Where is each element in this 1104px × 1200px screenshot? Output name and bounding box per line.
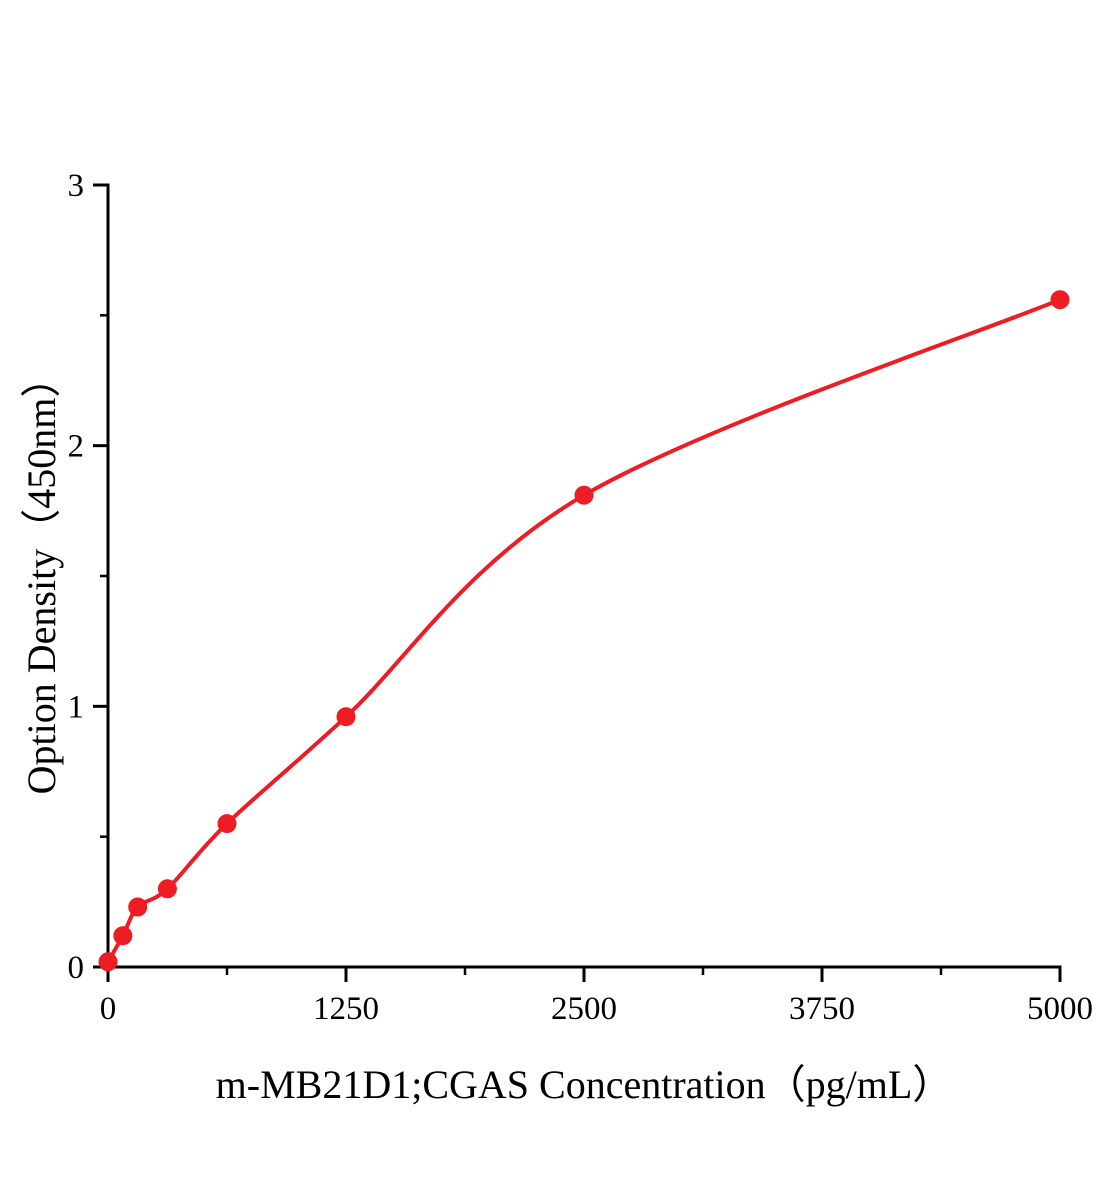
fitted-curve — [106, 297, 1062, 964]
y-tick-label: 0 — [68, 950, 85, 986]
data-point — [128, 897, 148, 917]
x-tick-label: 2500 — [551, 991, 617, 1027]
y-tick-label: 3 — [68, 168, 85, 204]
x-tick-label: 5000 — [1027, 991, 1093, 1027]
x-tick-label: 3750 — [789, 991, 855, 1027]
x-tick-label: 0 — [100, 991, 117, 1027]
y-tick-label: 2 — [68, 429, 85, 465]
data-point — [217, 814, 237, 834]
y-tick-label: 1 — [68, 689, 85, 725]
x-axis-title: m-MB21D1;CGAS Concentration（pg/mL） — [215, 1062, 953, 1107]
data-point — [574, 485, 594, 505]
data-point — [98, 952, 118, 972]
data-point — [336, 707, 356, 727]
x-tick-label: 1250 — [313, 991, 379, 1027]
data-point — [113, 926, 133, 946]
data-point — [1050, 290, 1070, 310]
y-axis-title: Option Density（450nm） — [19, 357, 64, 795]
data-point — [157, 879, 177, 899]
